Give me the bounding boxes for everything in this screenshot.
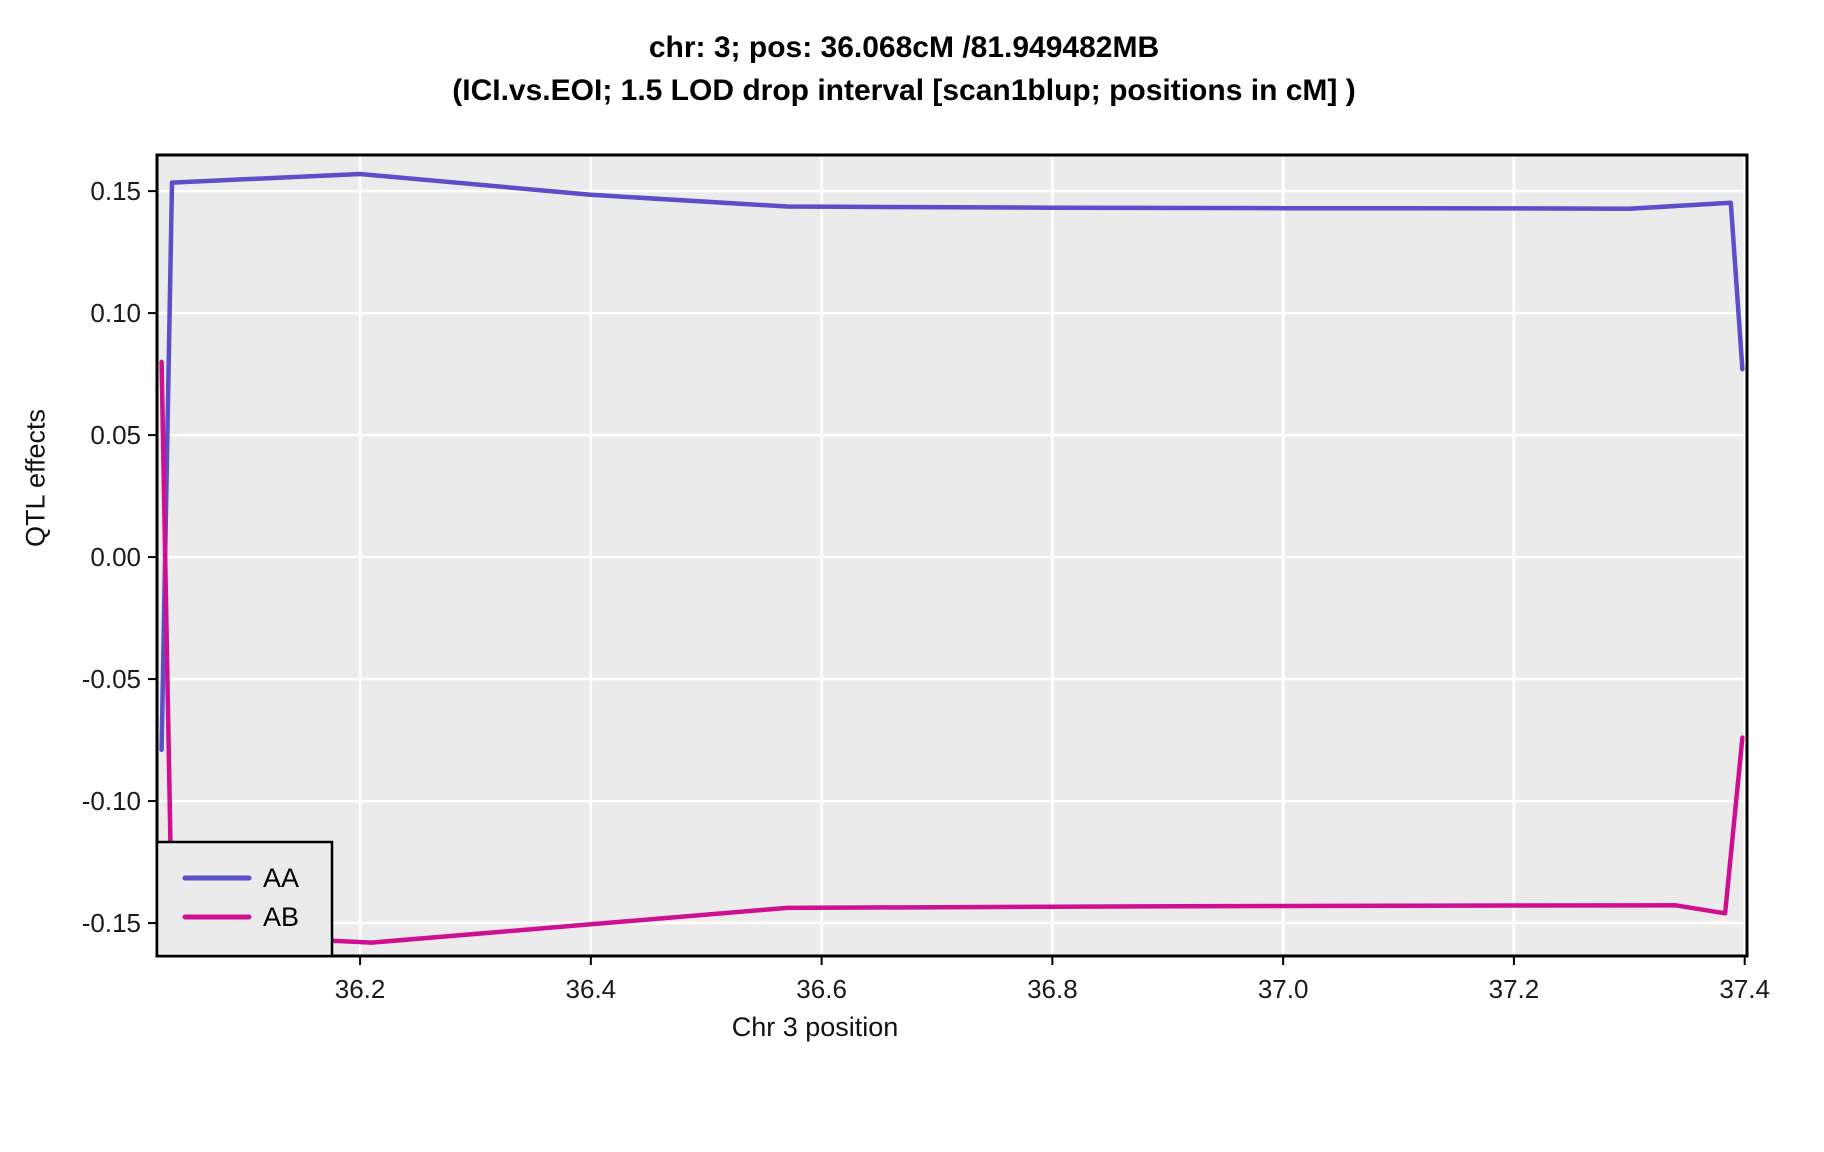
plot-title: chr: 3; pos: 36.068cM /81.949482MB (ICI.… bbox=[452, 26, 1355, 112]
plot-title-line1: chr: 3; pos: 36.068cM /81.949482MB bbox=[648, 31, 1160, 64]
legend-box bbox=[155, 840, 334, 958]
y-tick-label: -0.15 bbox=[82, 908, 141, 938]
x-tick-label: 36.4 bbox=[566, 974, 617, 1004]
legend-label-AA: AA bbox=[263, 863, 299, 893]
legend-label-AB: AB bbox=[263, 902, 299, 932]
panel-border bbox=[155, 153, 1749, 958]
y-tick-label: 0.10 bbox=[90, 298, 141, 328]
y-tick-label: -0.10 bbox=[82, 786, 141, 816]
series-line-AA bbox=[159, 171, 1745, 753]
x-tick-label: 37.2 bbox=[1489, 974, 1540, 1004]
x-tick-label: 37.4 bbox=[1719, 974, 1770, 1004]
x-tick-label: 36.2 bbox=[335, 974, 386, 1004]
plot-title-line2: (ICI.vs.EOI; 1.5 LOD drop interval [scan… bbox=[452, 74, 1356, 107]
x-axis-title: Chr 3 position bbox=[731, 1012, 899, 1042]
y-tick-label: 0.15 bbox=[90, 176, 141, 206]
x-tick-label: 36.6 bbox=[796, 974, 847, 1004]
y-tick-label: 0.05 bbox=[90, 420, 141, 450]
y-tick-label: -0.05 bbox=[82, 664, 141, 694]
x-tick-label: 37.0 bbox=[1258, 974, 1309, 1004]
plot-panel bbox=[157, 155, 1747, 956]
y-tick-label: 0.00 bbox=[90, 542, 141, 572]
y-axis-title: QTL effects bbox=[20, 408, 51, 548]
x-tick-label: 36.8 bbox=[1027, 974, 1078, 1004]
